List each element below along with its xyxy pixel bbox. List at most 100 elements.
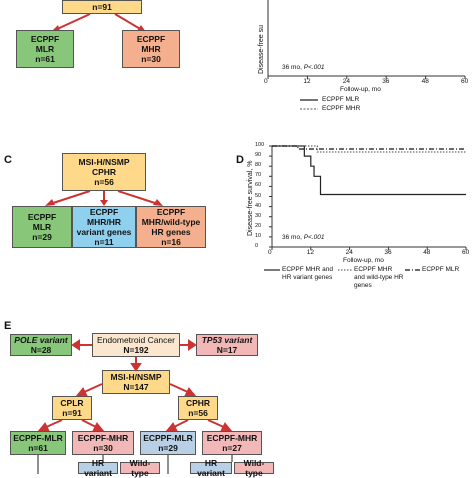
panel-e-endo-box: Endometroid Cancer N=192	[92, 333, 180, 357]
panel-c-b3-l2: MHR/wild-type	[141, 217, 201, 227]
panel-d-ytick-label: 0	[255, 243, 259, 249]
panel-c-b2-l4: n=11	[94, 237, 114, 247]
panel-d-legend-0: ECPPF MHR and HR variant genes	[282, 266, 333, 281]
panel-d-series-hr-variant	[272, 145, 466, 196]
panel-d-ytick-label: 80	[255, 162, 262, 169]
panel-c-top-l3: n=56	[94, 177, 114, 187]
panel-e-cphr-mhr-box: ECPPF-MHR n=27	[202, 431, 262, 455]
panel-e-cplr-l1: CPLR	[60, 398, 84, 408]
panel-c-b2-l1: ECPPF	[89, 207, 119, 217]
panel-c-b1-l1: ECPPF	[27, 212, 57, 222]
panel-e-pole-l1: POLE variant	[14, 335, 68, 345]
panel-c-b1-l3: n=29	[32, 232, 52, 242]
panel-a-mhr-box: ECPPF MHR n=30	[122, 30, 180, 68]
panel-b-xlabel: Follow-up, mo	[340, 86, 381, 93]
panel-d-xtick-label: 24	[345, 249, 353, 256]
panel-a-mlr-l3: n=61	[35, 54, 55, 64]
panel-d-ytick-label: 40	[255, 202, 262, 209]
panel-c-top-l2: CPHR	[91, 167, 117, 177]
panel-d-legend-wild-type: ECPPF MHR and wild-type HR genes	[354, 266, 404, 290]
panel-e-tp53-l2: N=17	[216, 345, 238, 355]
panel-e-pole-l2: N=28	[30, 345, 52, 355]
panel-e-msi-l1: MSI-H/NSMP	[110, 372, 162, 382]
panel-a-mhr-l3: n=30	[141, 54, 161, 64]
panel-d-letter: D	[236, 154, 244, 166]
panel-c-b3-l3: HR genes	[151, 227, 191, 237]
panel-d-xtick-label: 60	[462, 249, 470, 256]
panel-e-cphr-l2: n=56	[188, 408, 208, 418]
panel-c-hr-variant-box: ECPPF MHR/HR variant genes n=11	[72, 206, 136, 248]
panel-e-f2: Wild-type	[129, 458, 151, 478]
panel-b-xtick-label: 0	[264, 78, 268, 85]
panel-e-e2-l2: n=30	[93, 443, 113, 453]
panel-e-endo-l1: Endometroid Cancer	[97, 335, 175, 345]
panel-d-xtick-label: 48	[423, 249, 431, 256]
panel-b-legend-mlr: ECPPF MLR	[322, 96, 360, 103]
panel-b-legend-mhr: ECPPF MHR	[322, 105, 361, 112]
panel-b-xtick-label: 36	[382, 78, 390, 85]
panel-e-e3-l2: n=29	[158, 443, 178, 453]
panel-e-cplr-box: CPLR n=91	[52, 396, 92, 420]
panel-c-b2-l3: variant genes	[76, 227, 132, 237]
panel-d-legend-1: ECPPF MHR and wild-type HR genes	[354, 266, 404, 289]
panel-d-note-text: 36 mo,	[282, 234, 304, 241]
panel-c-top-box: MSI-H/NSMP CPHR n=56	[62, 153, 146, 191]
panel-e-f4: Wild-type	[243, 458, 265, 478]
panel-e-cplr-mhr-box: ECPPF-MHR n=30	[72, 431, 134, 455]
panel-c-b3-l1: ECPPF	[156, 207, 186, 217]
panel-a-mhr-l1: ECPPF	[136, 34, 166, 44]
panel-d-ytick-label: 60	[255, 182, 262, 189]
panel-d-xtick-label: 36	[384, 249, 392, 256]
panel-a-top-n: n=91	[92, 2, 112, 12]
panel-e-endo-l2: N=192	[123, 345, 149, 355]
panel-d-xlabel: Follow-up, mo	[343, 257, 384, 264]
panel-d-legend-hr-variant: ECPPF MHR and HR variant genes	[282, 266, 338, 282]
panel-a-mlr-l2: MLR	[35, 44, 55, 54]
panel-c-b3-l4: n=16	[161, 237, 181, 247]
panel-e-tp53-l1: TP53 variant	[201, 335, 253, 345]
panel-a-mlr-box: ECPPF MLR n=61	[16, 30, 74, 68]
panel-d-ytick-label: 70	[255, 172, 262, 179]
panel-b-xtick-label: 60	[461, 78, 469, 85]
panel-e-cplr-l2: n=91	[62, 408, 82, 418]
panel-e-cphr-box: CPHR n=56	[178, 396, 218, 420]
panel-d-ytick-label: 90	[255, 152, 262, 159]
panel-d-ytick-label: 50	[255, 192, 262, 199]
panel-e-e3-l1: ECPPF-MLR	[143, 433, 193, 443]
panel-e-f3: HR variant	[197, 458, 225, 478]
panel-d-ytick-label: 10	[255, 232, 262, 239]
panel-e-e4-l1: ECPPF-MHR	[206, 433, 258, 443]
panel-e-e4-l2: n=27	[222, 443, 242, 453]
panel-d-xtick-label: 0	[268, 249, 272, 256]
panel-e-cphr-mlr-box: ECPPF-MLR n=29	[140, 431, 196, 455]
panel-c-top-l1: MSI-H/NSMP	[78, 157, 130, 167]
panel-b-note: 36 mo, P<.001	[282, 64, 324, 71]
panel-e-cplr-mlr-box: ECPPF-MLR n=61	[10, 431, 66, 455]
panel-d-ytick-label: 20	[255, 222, 262, 229]
panel-e-tp53-box: TP53 variant N=17	[196, 334, 258, 356]
panel-b-xtick-label: 48	[421, 78, 429, 85]
panel-e-msi-l2: N=147	[123, 382, 149, 392]
panel-e-letter: E	[4, 320, 12, 332]
panel-e-e1-l1: ECPPF-MLR	[13, 433, 63, 443]
panel-d-legend-mlr: ECPPF MLR	[422, 266, 460, 273]
panel-e-e1-l2: n=61	[28, 443, 48, 453]
panel-d-series-mlr	[272, 145, 466, 150]
panel-a-mhr-l2: MHR	[141, 44, 161, 54]
panel-b-note-text: 36 mo,	[282, 64, 304, 71]
panel-c-mlr-box: ECPPF MLR n=29	[12, 206, 72, 248]
panel-c-wild-type-box: ECPPF MHR/wild-type HR genes n=16	[136, 206, 206, 248]
panel-c-b1-l2: MLR	[32, 222, 52, 232]
panel-e-f1: HR variant	[84, 458, 112, 478]
panel-e-e2-l1: ECPPF-MHR	[77, 433, 129, 443]
panel-d-ytick-label: 100	[255, 142, 265, 148]
panel-d-xtick-label: 12	[306, 249, 315, 256]
panel-d-ytick-label: 30	[255, 212, 262, 219]
panel-c-letter: C	[4, 154, 12, 166]
